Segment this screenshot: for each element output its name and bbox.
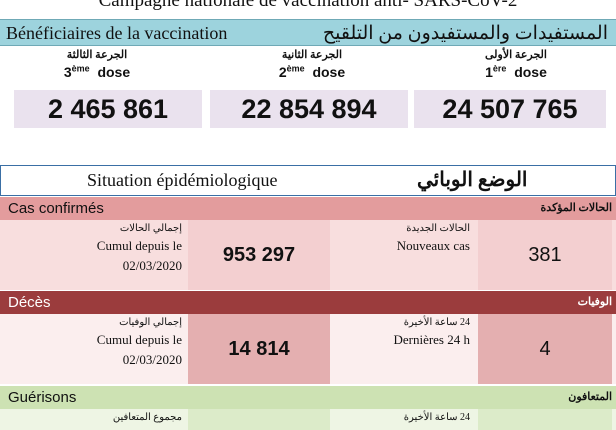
epidemiology-header-fr: Situation épidémiologique: [87, 170, 278, 190]
deaths-total-date: 02/03/2020: [122, 352, 182, 367]
dose-3-count: 2 465 861: [14, 90, 202, 128]
epidemiology-header: Situation épidémiologique الوضع الوبائي: [0, 165, 616, 196]
confirmed-new-value: 381: [478, 220, 612, 290]
recoveries-bar: Guérisons المتعافون: [0, 386, 616, 409]
confirmed-total-date: 02/03/2020: [122, 258, 182, 273]
deaths-new-value: 4: [478, 314, 612, 384]
recoveries-title-fr: Guérisons: [8, 389, 77, 406]
deaths-total-label: إجمالي الوفيات Cumul depuis le 02/03/202…: [0, 316, 186, 370]
dose-2-count: 22 854 894: [210, 90, 408, 128]
vaccination-header-ar: المستفيدات والمستفيدون من التلقيح: [322, 23, 608, 44]
campaign-title: Campagne nationale de vaccination anti- …: [98, 0, 518, 11]
vaccination-header: Bénéficiaires de la vaccination المستفيد…: [0, 19, 616, 46]
dose-2-label-ar: الجرعة الثانية: [281, 49, 343, 61]
dose-1-label: الجرعة الأولى 1ère dose: [428, 48, 604, 88]
dose-3-label: الجرعة الثالثة 3ème dose: [14, 48, 180, 88]
dose-3-label-ar: الجرعة الثالثة: [66, 49, 128, 61]
recoveries-total-label: مجموع المتعافين: [112, 412, 182, 423]
deaths-total-value: 14 814: [188, 314, 330, 384]
deaths-bar: Décès الوفيات: [0, 291, 616, 314]
dose-2-label: الجرعة الثانية 2ème dose: [222, 48, 402, 88]
dose-2-label-fr: 2ème dose: [278, 63, 346, 80]
deaths-new-label: 24 ساعة الأخيرة Dernières 24 h: [393, 317, 470, 347]
confirmed-title-ar: الحالات المؤكدة: [540, 202, 612, 214]
recoveries-title-ar: المتعافون: [568, 391, 612, 403]
recoveries-total-value: 936 723: [188, 409, 330, 430]
confirmed-total-value: 953 297: [188, 220, 330, 290]
dose-3-label-fr: 3ème dose: [63, 63, 131, 80]
epidemiology-header-ar: الوضع الوبائي: [417, 169, 528, 191]
confirmed-title-fr: Cas confirmés: [8, 200, 104, 217]
deaths-title-ar: الوفيات: [577, 296, 612, 308]
dose-1-label-fr: 1ère dose: [485, 63, 547, 80]
dose-1-label-ar: الجرعة الأولى: [485, 49, 547, 61]
confirmed-total-label: إجمالي الحالات Cumul depuis le 02/03/202…: [0, 222, 186, 276]
deaths-title-fr: Décès: [8, 294, 51, 311]
recoveries-new-label: 24 ساعة الأخيرة: [403, 412, 470, 423]
confirmed-new-label: الحالات الجديدة Nouveaux cas: [396, 223, 470, 253]
confirmed-bar: Cas confirmés الحالات المؤكدة: [0, 197, 616, 220]
dose-1-count: 24 507 765: [414, 90, 606, 128]
recoveries-new-value: 186: [478, 409, 612, 430]
vaccination-header-fr: Bénéficiaires de la vaccination: [6, 23, 228, 43]
